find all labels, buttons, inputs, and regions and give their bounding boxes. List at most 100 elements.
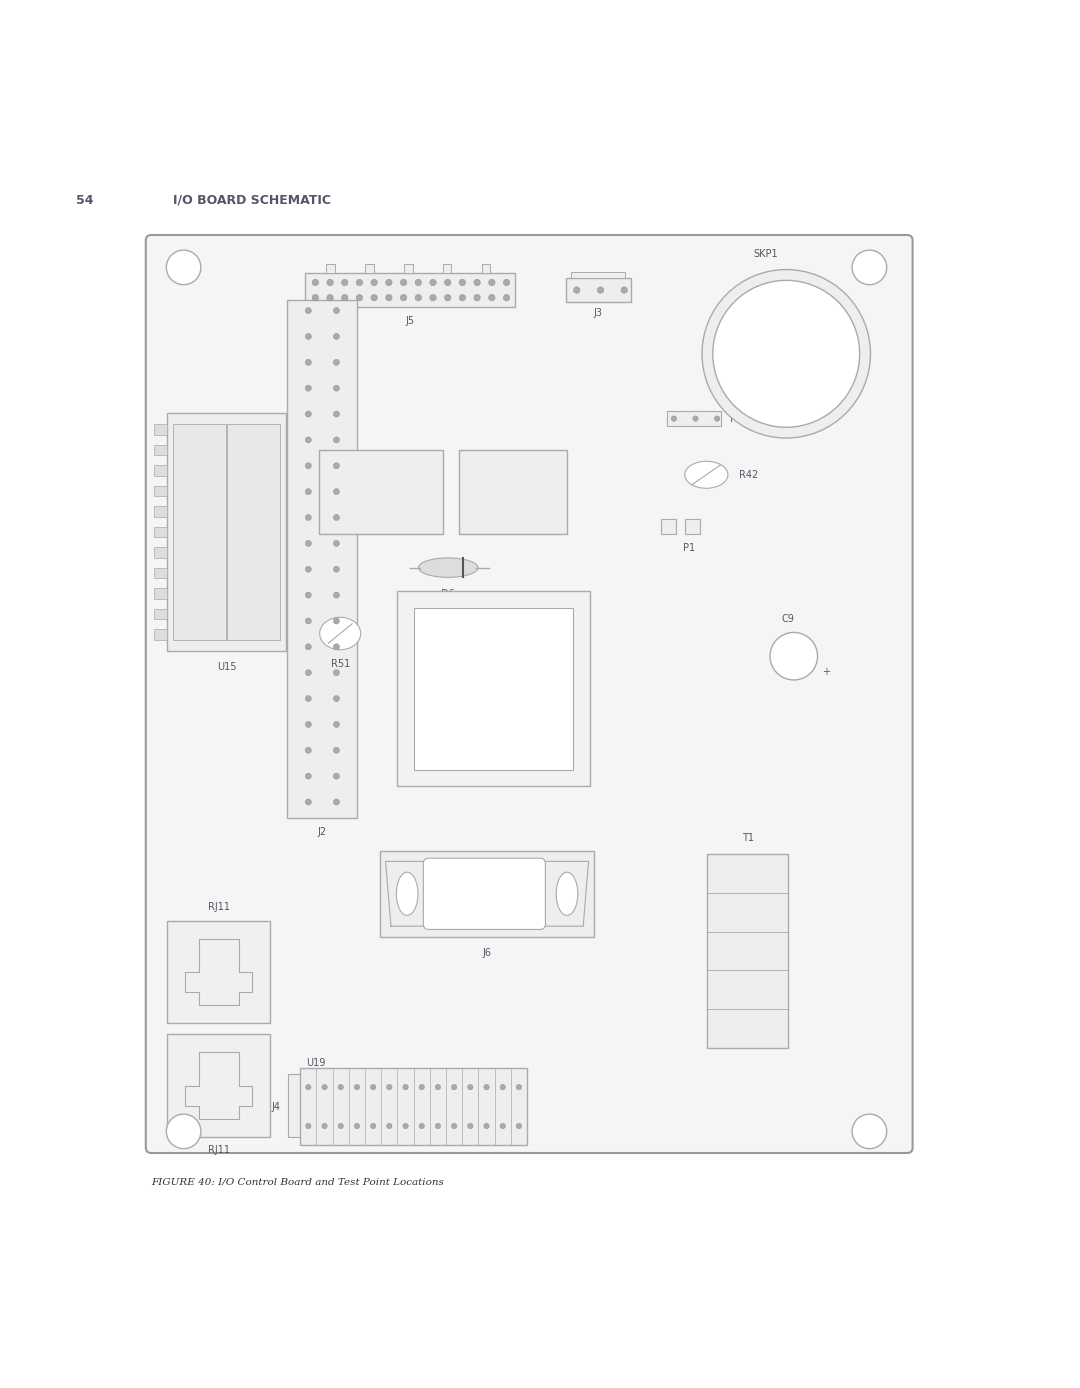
Circle shape	[500, 1123, 505, 1128]
Circle shape	[334, 333, 339, 340]
Circle shape	[306, 593, 311, 598]
Circle shape	[403, 1084, 408, 1090]
Circle shape	[354, 1123, 360, 1128]
Text: T1: T1	[742, 833, 754, 843]
Circle shape	[341, 294, 348, 301]
Ellipse shape	[419, 558, 477, 577]
Bar	[154, 589, 167, 600]
Ellipse shape	[556, 872, 578, 916]
Circle shape	[770, 633, 818, 680]
Bar	[154, 609, 167, 619]
Bar	[661, 519, 676, 534]
Bar	[287, 300, 357, 818]
Circle shape	[334, 411, 339, 416]
Circle shape	[334, 669, 339, 676]
Circle shape	[516, 1084, 522, 1090]
Circle shape	[334, 566, 339, 572]
Circle shape	[852, 250, 887, 285]
Circle shape	[306, 747, 311, 754]
Bar	[707, 854, 788, 1048]
Ellipse shape	[320, 618, 361, 650]
Circle shape	[334, 618, 339, 625]
Circle shape	[370, 1084, 376, 1090]
Circle shape	[334, 540, 339, 547]
Circle shape	[354, 1084, 360, 1090]
Circle shape	[488, 279, 495, 286]
Bar	[167, 920, 270, 1023]
Bar	[173, 423, 227, 640]
Bar	[154, 465, 167, 476]
Circle shape	[474, 279, 481, 286]
Circle shape	[306, 333, 311, 340]
Circle shape	[692, 416, 699, 422]
Circle shape	[334, 695, 339, 701]
Circle shape	[338, 1123, 343, 1128]
Circle shape	[503, 279, 510, 286]
Circle shape	[459, 294, 465, 301]
Circle shape	[573, 287, 580, 293]
Text: 54: 54	[76, 194, 93, 207]
Circle shape	[166, 250, 201, 285]
Circle shape	[484, 1084, 489, 1090]
Text: RJ11: RJ11	[207, 902, 230, 912]
Bar	[154, 547, 167, 558]
Circle shape	[334, 308, 339, 314]
Circle shape	[306, 695, 311, 701]
Circle shape	[415, 279, 421, 286]
Bar	[305, 273, 515, 307]
Circle shape	[327, 279, 334, 286]
Circle shape	[334, 489, 339, 494]
Text: D6: D6	[442, 590, 455, 600]
FancyBboxPatch shape	[423, 858, 545, 930]
Circle shape	[474, 294, 481, 301]
Circle shape	[334, 644, 339, 650]
Text: +: +	[822, 668, 829, 677]
Circle shape	[356, 294, 363, 301]
Text: J4: J4	[272, 1102, 281, 1112]
Circle shape	[306, 773, 311, 779]
Bar	[227, 423, 281, 640]
FancyBboxPatch shape	[146, 235, 913, 1153]
Circle shape	[403, 1123, 408, 1128]
Text: FIGURE 40: I/O Control Board and Test Point Locations: FIGURE 40: I/O Control Board and Test Po…	[151, 1177, 444, 1187]
Circle shape	[166, 1115, 201, 1149]
Circle shape	[341, 279, 348, 286]
Text: U19: U19	[306, 1058, 325, 1067]
Circle shape	[401, 294, 407, 301]
Circle shape	[334, 747, 339, 754]
Bar	[154, 629, 167, 640]
Circle shape	[334, 359, 339, 365]
Bar	[154, 486, 167, 497]
Circle shape	[419, 1123, 424, 1128]
Circle shape	[852, 1115, 887, 1149]
Circle shape	[415, 294, 421, 301]
Circle shape	[306, 462, 311, 469]
Circle shape	[306, 437, 311, 443]
Circle shape	[356, 279, 363, 286]
Circle shape	[387, 1084, 392, 1090]
Circle shape	[419, 1084, 424, 1090]
Circle shape	[306, 359, 311, 365]
Circle shape	[306, 515, 311, 520]
Circle shape	[306, 722, 311, 727]
Circle shape	[334, 437, 339, 443]
Circle shape	[387, 1123, 392, 1128]
Circle shape	[715, 416, 720, 422]
Circle shape	[500, 1084, 505, 1090]
Circle shape	[306, 489, 311, 494]
Bar	[414, 608, 573, 769]
Text: U15: U15	[217, 662, 237, 672]
Circle shape	[435, 1084, 441, 1090]
Circle shape	[306, 644, 311, 650]
Bar	[443, 264, 451, 273]
Circle shape	[306, 308, 311, 314]
Circle shape	[386, 279, 392, 286]
Circle shape	[306, 384, 311, 391]
Circle shape	[306, 566, 311, 572]
Bar	[566, 278, 631, 303]
Text: SKP1: SKP1	[754, 248, 779, 258]
Circle shape	[386, 294, 392, 301]
Circle shape	[334, 384, 339, 391]
Text: R42: R42	[739, 469, 758, 480]
Bar	[167, 414, 286, 651]
